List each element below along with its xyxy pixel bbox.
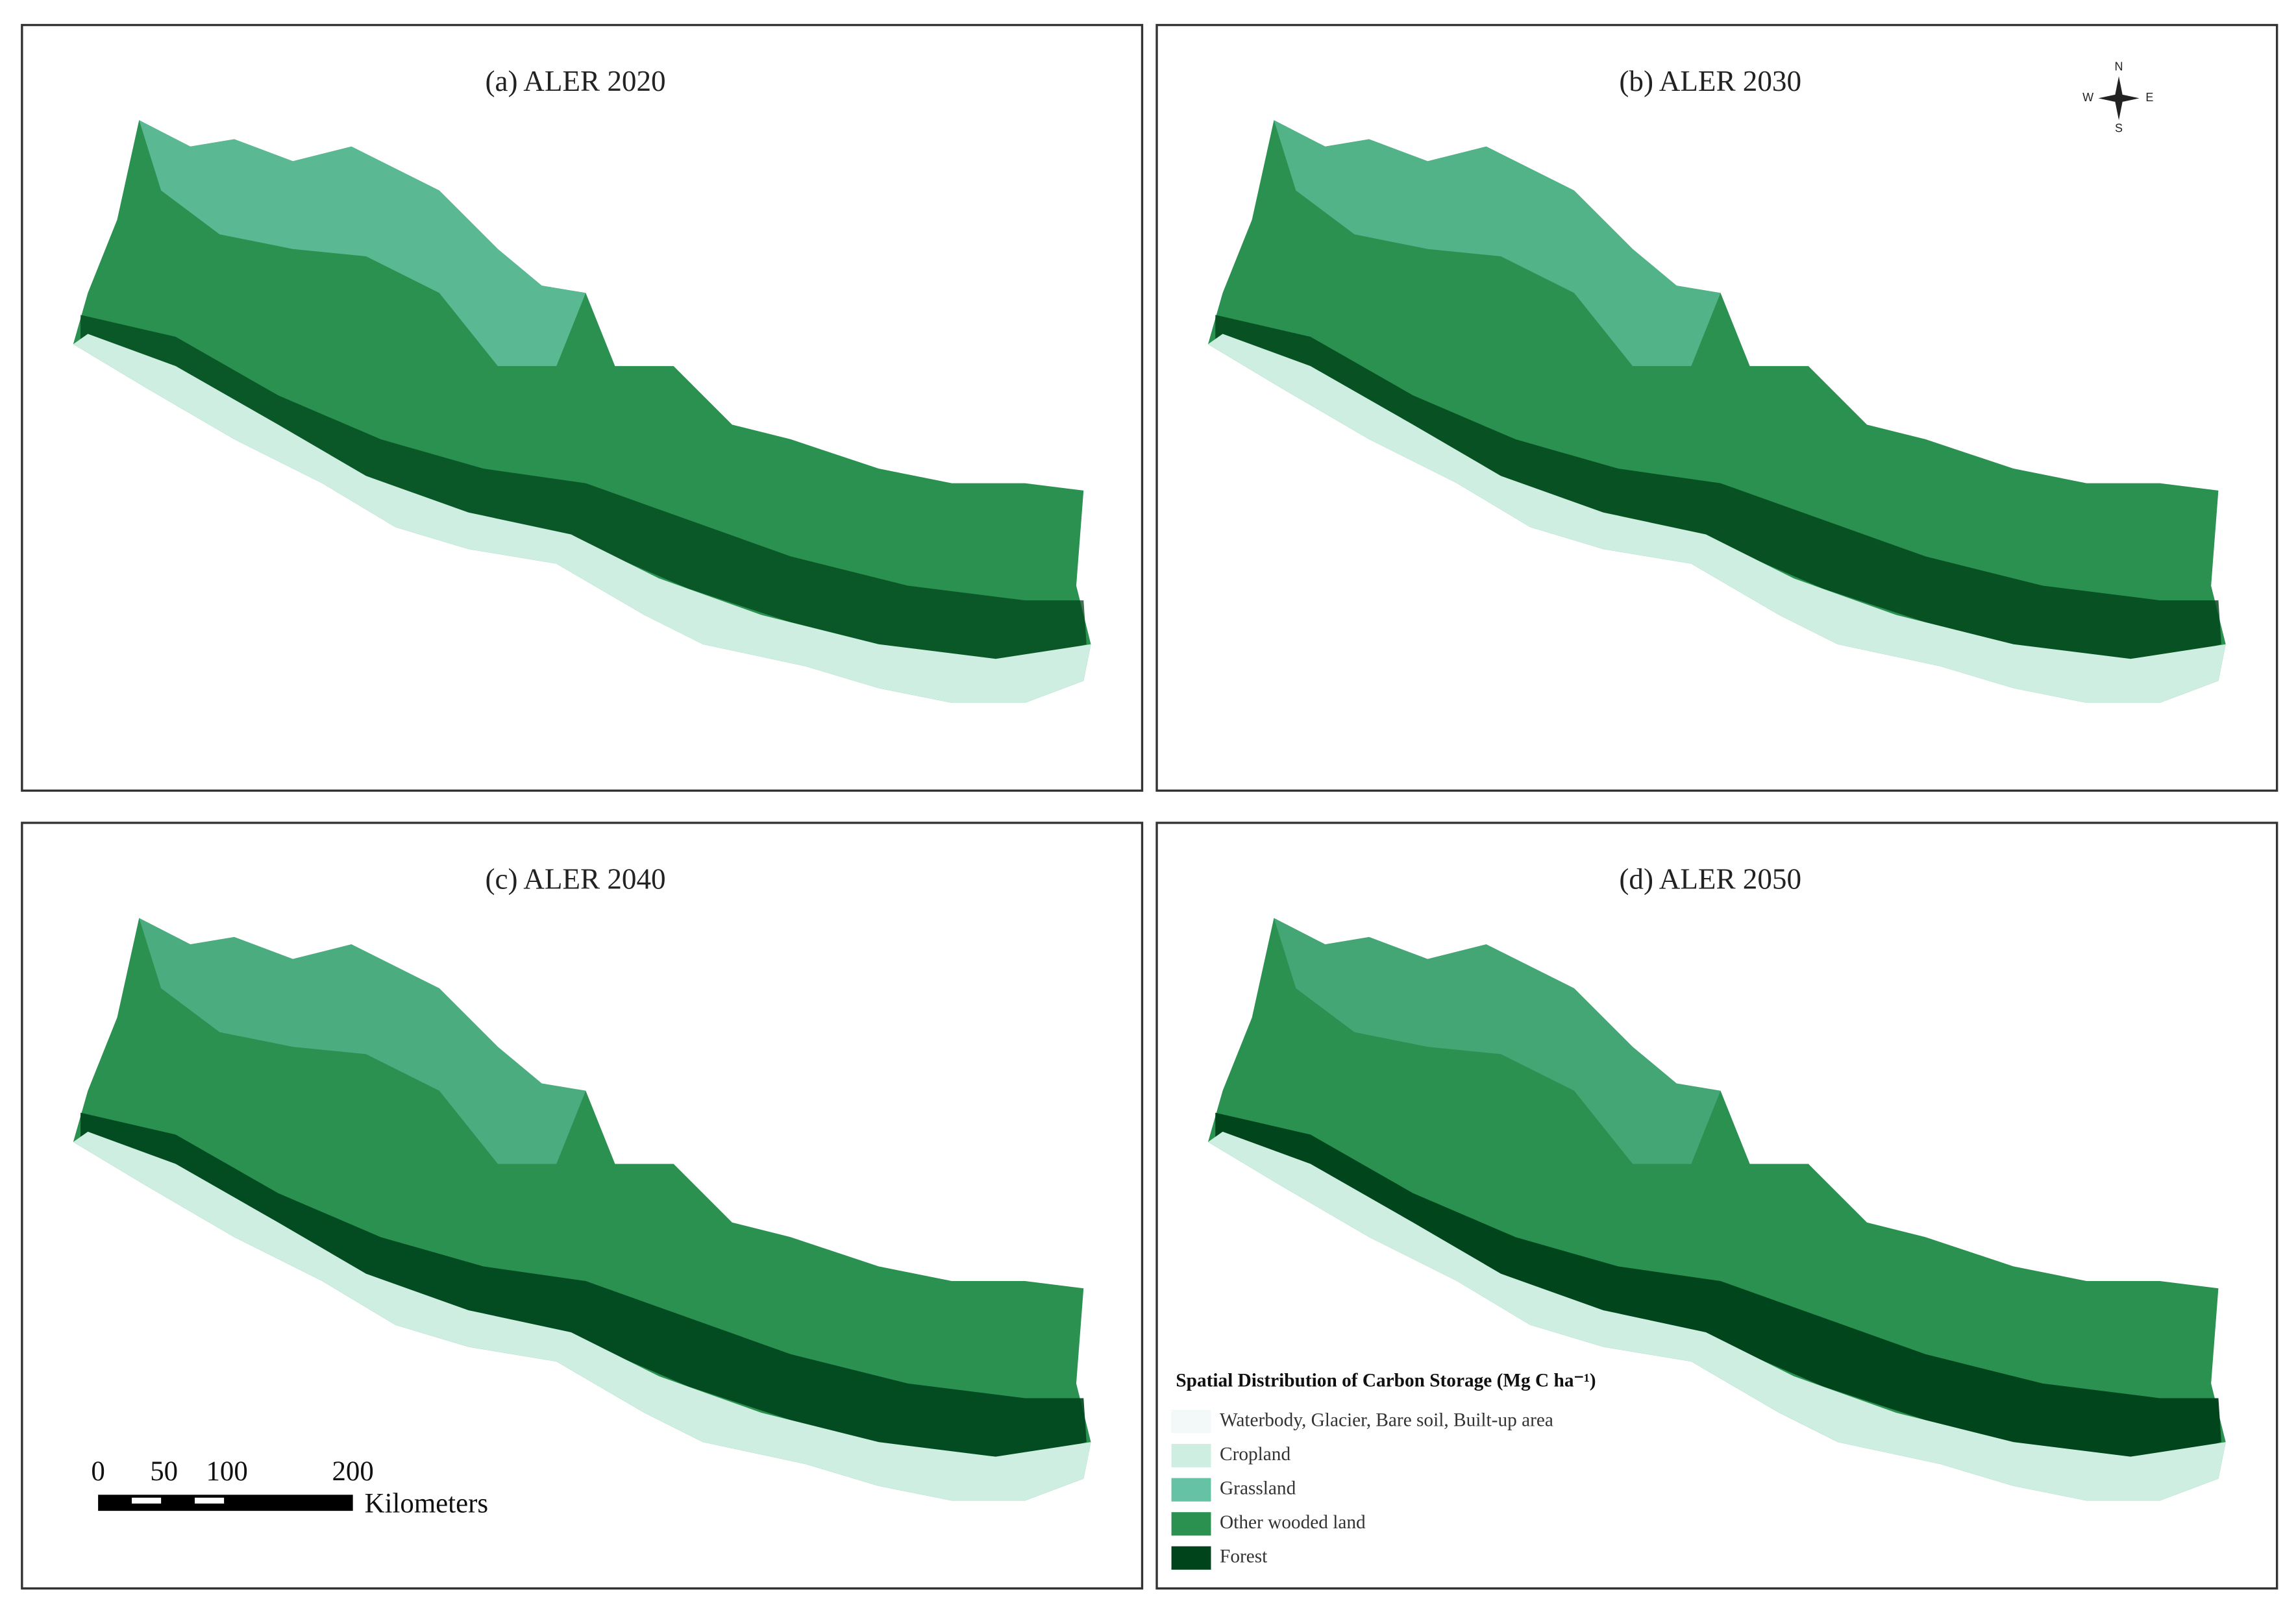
scale-tick: 50 — [150, 1456, 178, 1487]
compass-e: E — [2145, 91, 2153, 104]
legend-label: Forest — [1220, 1546, 1267, 1567]
legend-label: Other wooded land — [1220, 1512, 1366, 1533]
scale-tick: 200 — [332, 1456, 374, 1487]
scale-bar-segment — [195, 1497, 225, 1504]
legend-title: Spatial Distribution of Carbon Storage (… — [1176, 1370, 1596, 1391]
map-panel: (c) ALER 2040 — [21, 822, 1144, 1590]
legend-label: Cropland — [1220, 1444, 1290, 1465]
compass-w: W — [2082, 91, 2093, 104]
legend-swatch — [1171, 1546, 1211, 1570]
compass-rose — [2098, 76, 2140, 121]
scale-bar-segment — [132, 1497, 162, 1504]
compass-s: S — [2115, 121, 2123, 134]
scale-tick: 100 — [206, 1456, 248, 1487]
legend-label: Grassland — [1220, 1478, 1296, 1498]
scale-bar: 0 50 100 200 Kilometers — [91, 1456, 488, 1519]
panel-title: (d) ALER 2050 — [1619, 862, 1801, 895]
legend-swatch — [1171, 1478, 1211, 1502]
legend: Spatial Distribution of Carbon Storage (… — [1171, 1370, 1596, 1570]
legend-swatch — [1171, 1444, 1211, 1468]
map-panel: (d) ALER 2050 — [1155, 822, 2278, 1590]
legend-swatch — [1171, 1410, 1211, 1434]
map-panel: (b) ALER 2030 — [1155, 23, 2278, 792]
scale-tick: 0 — [91, 1456, 105, 1487]
panel-title: (c) ALER 2040 — [485, 862, 665, 895]
panel-title: (b) ALER 2030 — [1619, 65, 1801, 97]
map-panel: (a) ALER 2020 — [21, 23, 1144, 792]
compass: N S W E — [2082, 60, 2153, 135]
legend-swatch — [1171, 1512, 1211, 1536]
scale-unit: Kilometers — [365, 1488, 488, 1519]
compass-n: N — [2115, 60, 2123, 73]
legend-label: Waterbody, Glacier, Bare soil, Built-up … — [1220, 1410, 1553, 1430]
panel-title: (a) ALER 2020 — [485, 65, 665, 97]
